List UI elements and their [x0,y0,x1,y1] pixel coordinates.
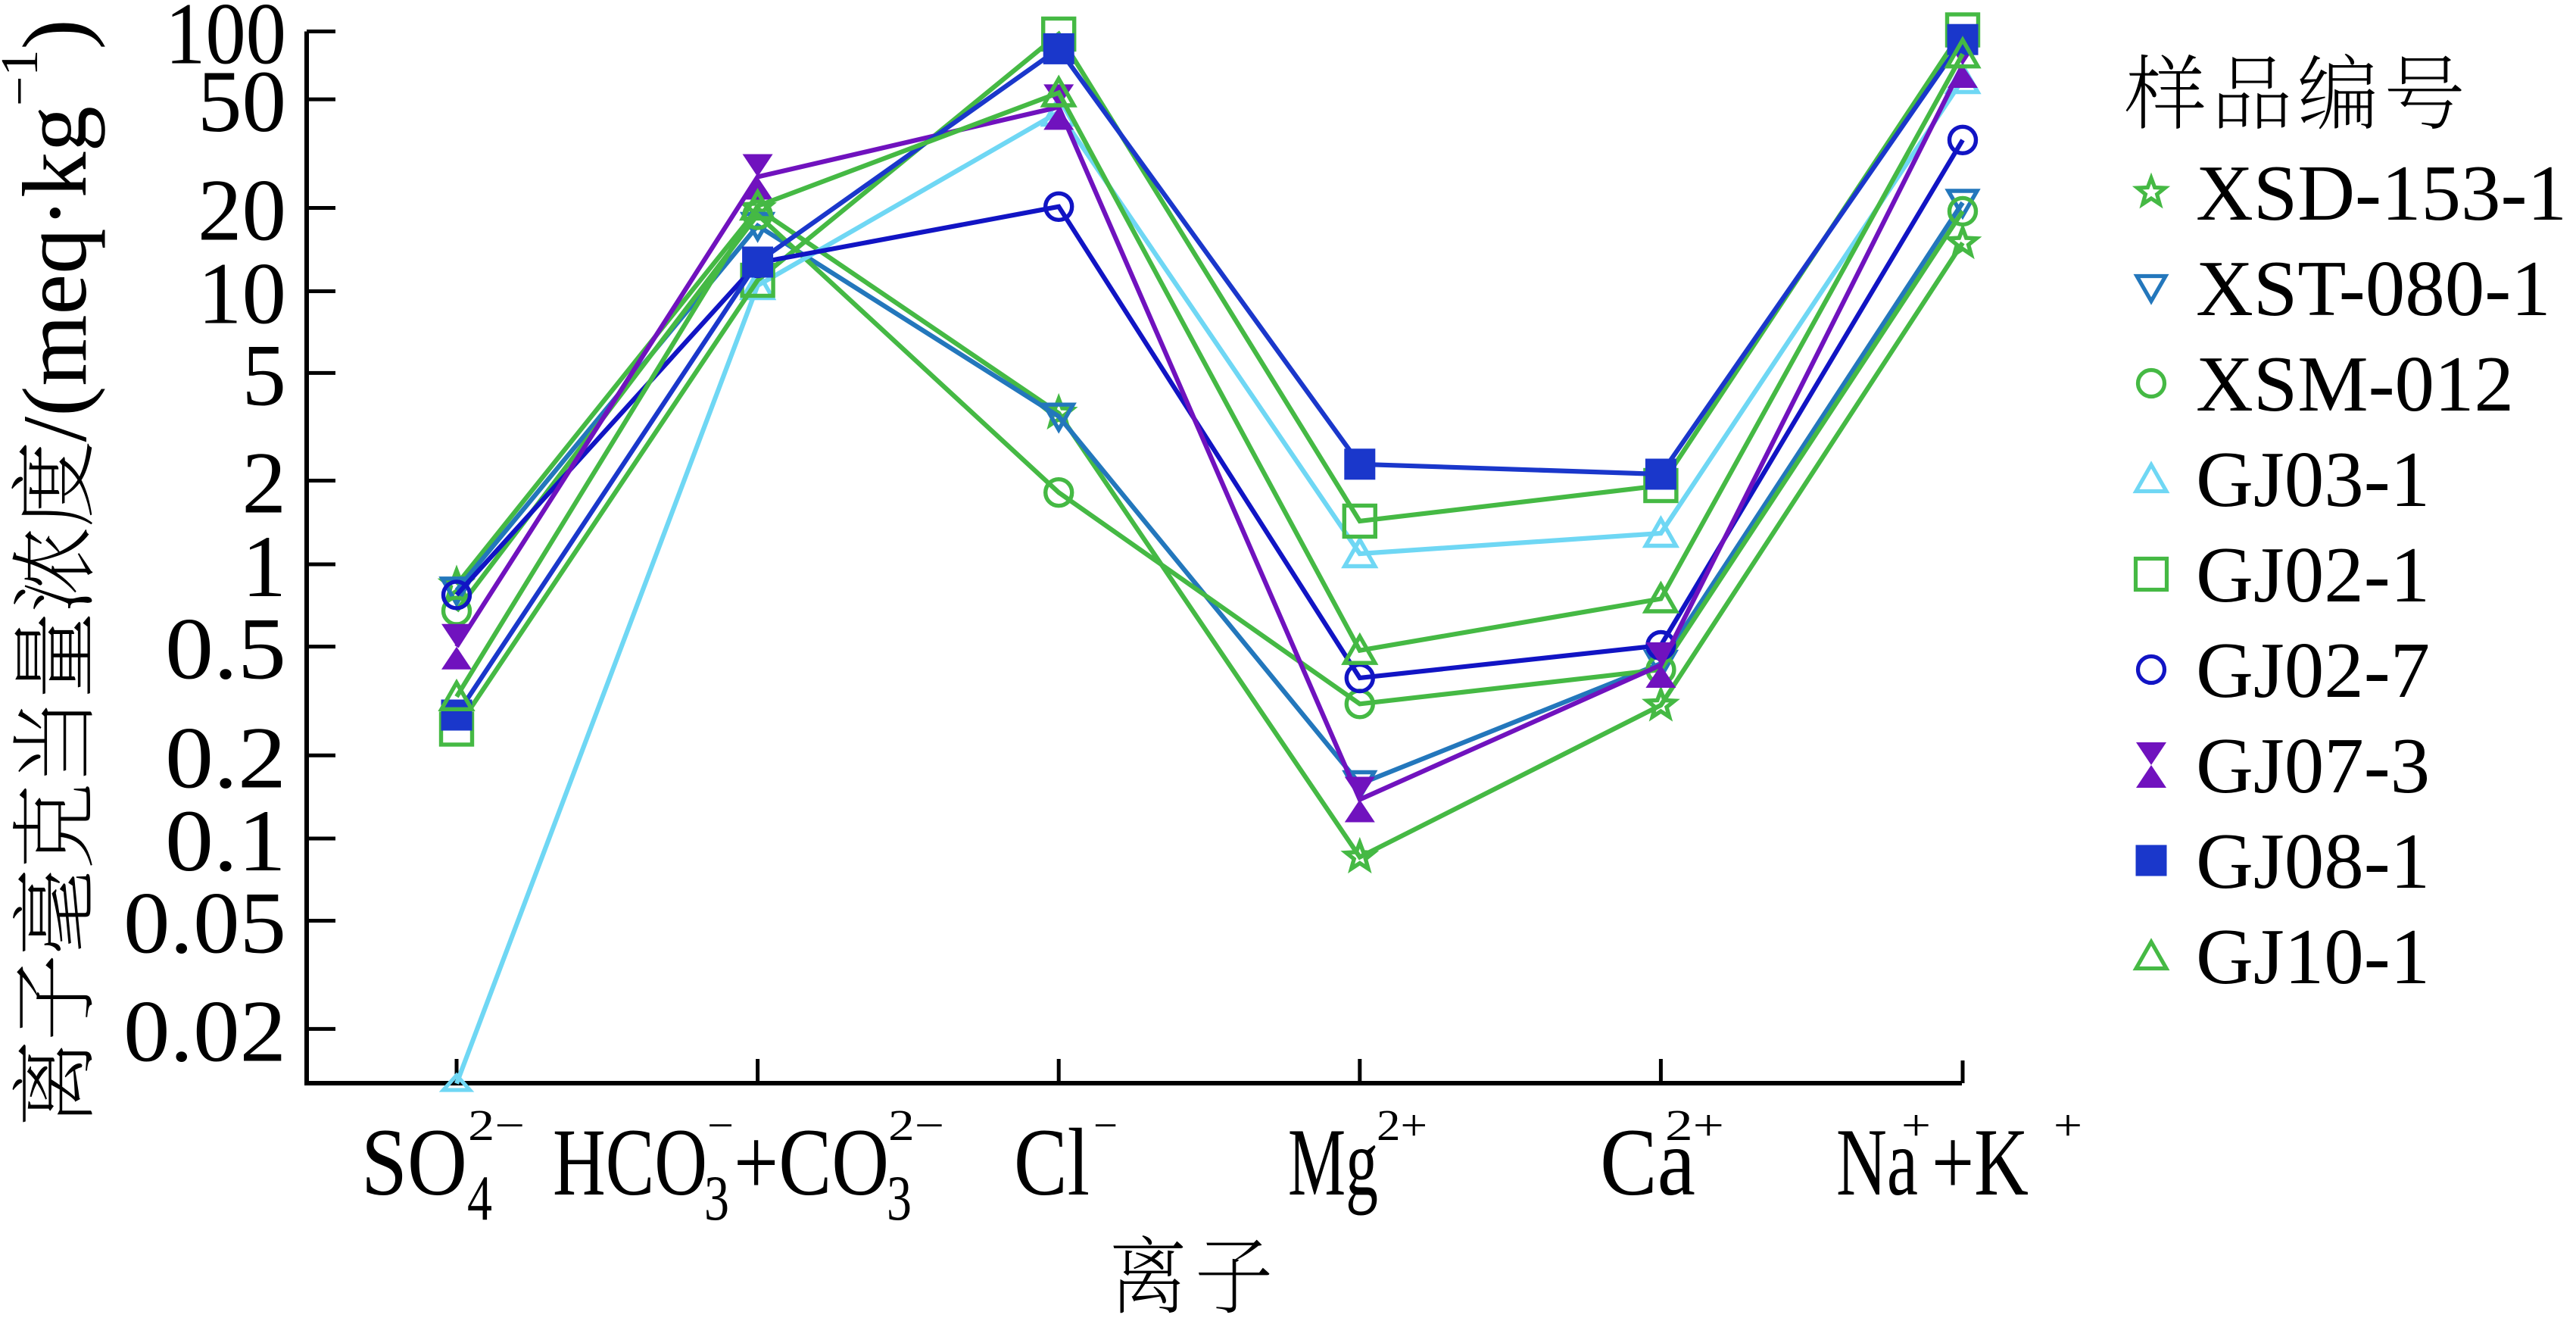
svg-text:GJ03-1: GJ03-1 [2196,435,2430,523]
svg-text:GJ10-1: GJ10-1 [2196,912,2430,1001]
svg-text:Ca: Ca [1600,1110,1695,1216]
svg-text:HCO: HCO [553,1110,707,1216]
svg-text:Mg: Mg [1288,1110,1378,1216]
svg-text:20: 20 [198,162,286,260]
svg-text:10: 10 [198,245,286,343]
svg-text:4: 4 [467,1163,492,1234]
svg-text:−: − [707,1101,734,1150]
svg-text:100: 100 [165,0,286,83]
svg-text:5: 5 [242,326,287,424]
svg-text:−: − [1093,1101,1118,1150]
svg-text:0.1: 0.1 [165,792,286,890]
svg-text:3: 3 [704,1163,729,1234]
svg-text:2−: 2− [888,1101,944,1150]
svg-text:SO: SO [361,1110,467,1216]
svg-text:0.2: 0.2 [165,709,286,807]
svg-text:50: 50 [198,53,286,151]
svg-text:Na: Na [1836,1110,1918,1216]
svg-text:+K: +K [1932,1110,2029,1216]
svg-text:2+: 2+ [1665,1101,1724,1150]
svg-text:3: 3 [887,1163,912,1234]
svg-text:0.5: 0.5 [165,601,286,698]
svg-text:GJ08-1: GJ08-1 [2196,817,2430,905]
svg-text:Cl: Cl [1014,1110,1090,1216]
svg-text:+: + [1901,1101,1931,1150]
svg-text:GJ02-1: GJ02-1 [2196,530,2430,619]
svg-text:XSM-012: XSM-012 [2196,339,2514,428]
svg-text:2−: 2− [468,1101,525,1150]
svg-text:0.05: 0.05 [123,875,286,973]
svg-text:GJ02-7: GJ02-7 [2196,626,2430,714]
svg-text:XSD-153-1: XSD-153-1 [2196,148,2567,237]
svg-text:1: 1 [242,518,287,616]
svg-text:XST-080-1: XST-080-1 [2196,244,2551,333]
svg-text:+: + [2054,1101,2082,1150]
svg-text:2+: 2+ [1377,1101,1427,1150]
svg-text:GJ07-3: GJ07-3 [2196,721,2430,810]
svg-text:0.02: 0.02 [123,982,286,1080]
svg-text:2: 2 [242,435,287,533]
svg-text:+CO: +CO [734,1110,889,1216]
